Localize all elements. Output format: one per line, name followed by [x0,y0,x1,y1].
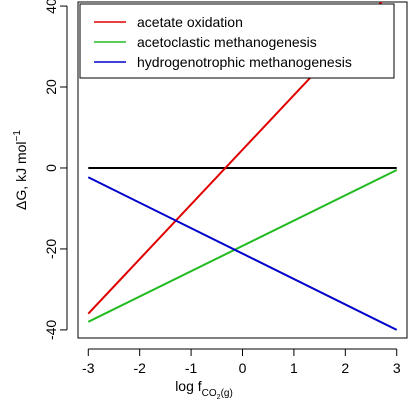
y-axis-label-sup: −1 [12,130,23,142]
plot-frame [77,1,408,339]
legend-label-0: acetate oxidation [137,14,243,30]
y-tick-label: -40 [43,320,59,340]
series-line-2 [87,176,398,331]
y-tick-label: 0 [43,164,59,172]
series-line-1 [87,169,398,323]
x-axis-label-main: log f [175,378,202,394]
legend-label-1: acetoclastic methanogenesis [137,34,317,50]
x-axis: -3 -2 -1 0 1 2 3 [82,348,401,376]
legend-box [79,3,395,79]
legend: acetate oxidation acetoclastic methanogen… [79,3,395,79]
x-axis-label-sub-3: (g) [221,388,233,399]
x-tick-label: 0 [239,360,247,376]
y-tick-label: -20 [43,239,59,259]
x-tick-label: 2 [341,360,349,376]
y-axis: -40 -20 0 20 40 [43,0,68,340]
x-tick-label: -3 [82,360,95,376]
y-tick-label: 20 [43,79,59,95]
y-axis-label: ΔG, kJ mol−1 [12,130,29,210]
y-tick-label: 40 [43,0,59,14]
x-axis-label: log fCO2(g) [175,378,233,401]
x-tick-label: -2 [133,360,146,376]
x-tick-label: 3 [393,360,401,376]
x-axis-label-sub-2: 2 [217,394,221,401]
legend-label-2: hydrogenotrophic methanogenesis [137,54,352,70]
x-axis-label-sub: CO [202,388,217,399]
y-axis-label-main: ΔG, kJ mol [13,141,29,209]
x-tick-label: -1 [185,360,198,376]
x-tick-label: 1 [290,360,298,376]
